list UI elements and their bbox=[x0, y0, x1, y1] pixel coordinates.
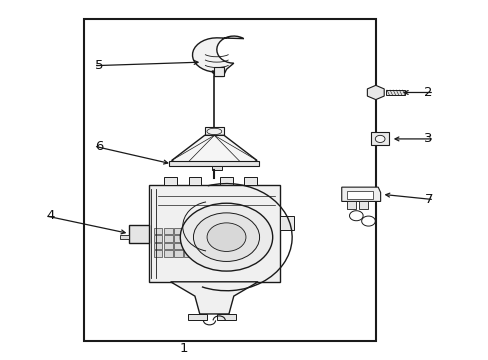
Bar bbox=[244, 177, 257, 185]
Text: 4: 4 bbox=[46, 209, 55, 222]
Polygon shape bbox=[170, 282, 258, 314]
Bar bbox=[84, 19, 375, 341]
Bar bbox=[187, 314, 206, 320]
Bar bbox=[346, 202, 356, 208]
Bar bbox=[188, 177, 201, 185]
Bar bbox=[346, 191, 372, 199]
Bar bbox=[184, 235, 193, 242]
Circle shape bbox=[193, 213, 259, 261]
Bar bbox=[184, 243, 193, 249]
Bar bbox=[174, 235, 183, 242]
Bar bbox=[148, 185, 280, 282]
Bar bbox=[164, 177, 177, 185]
Bar bbox=[153, 250, 162, 257]
Bar bbox=[216, 314, 236, 320]
Text: 6: 6 bbox=[95, 140, 103, 153]
Text: 7: 7 bbox=[424, 193, 432, 206]
Polygon shape bbox=[171, 135, 256, 163]
Bar bbox=[163, 243, 172, 249]
Bar bbox=[280, 216, 293, 230]
Bar bbox=[169, 161, 259, 166]
Bar bbox=[119, 235, 129, 239]
Bar bbox=[184, 250, 193, 257]
Text: 5: 5 bbox=[95, 59, 103, 72]
Bar bbox=[174, 228, 183, 234]
Bar bbox=[370, 132, 388, 145]
Text: 1: 1 bbox=[179, 342, 187, 355]
Bar bbox=[385, 90, 404, 95]
Bar bbox=[211, 166, 221, 170]
Text: 2: 2 bbox=[424, 86, 432, 99]
Bar bbox=[204, 127, 223, 135]
Bar bbox=[214, 67, 224, 76]
Bar bbox=[358, 202, 368, 208]
Circle shape bbox=[374, 135, 384, 143]
Bar bbox=[163, 250, 172, 257]
Bar bbox=[174, 250, 183, 257]
Polygon shape bbox=[341, 187, 380, 202]
Bar bbox=[163, 228, 172, 234]
Bar bbox=[153, 235, 162, 242]
Circle shape bbox=[206, 223, 245, 251]
Polygon shape bbox=[192, 36, 244, 76]
Bar bbox=[129, 225, 148, 243]
Polygon shape bbox=[366, 85, 384, 100]
Circle shape bbox=[180, 203, 272, 271]
Bar bbox=[220, 177, 232, 185]
Bar bbox=[174, 243, 183, 249]
Bar bbox=[153, 228, 162, 234]
Bar bbox=[153, 243, 162, 249]
Text: 3: 3 bbox=[424, 132, 432, 145]
Bar bbox=[184, 228, 193, 234]
Bar bbox=[163, 235, 172, 242]
